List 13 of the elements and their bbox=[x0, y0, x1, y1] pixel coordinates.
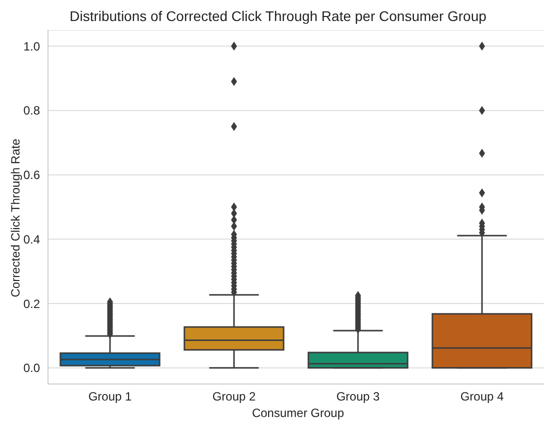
chart-title: Distributions of Corrected Click Through Rate per Consumer Group bbox=[68, 8, 488, 24]
y-tick-label: 1.0 bbox=[23, 39, 40, 54]
x-tick-label: Group 3 bbox=[336, 390, 380, 404]
y-tick-label: 0.8 bbox=[23, 104, 40, 118]
x-tick-label: Group 2 bbox=[212, 390, 256, 404]
x-axis-title: Consumer Group bbox=[250, 406, 346, 420]
x-tick-label: Group 4 bbox=[460, 390, 504, 404]
y-tick-label: 0.4 bbox=[23, 232, 40, 246]
y-tick-label: 0.6 bbox=[23, 168, 40, 182]
x-tick-label: Group 1 bbox=[88, 390, 132, 404]
y-tick-label: 0.2 bbox=[23, 296, 40, 311]
y-axis-title: Corrected Click Through Rate bbox=[8, 138, 22, 298]
y-tick-label: 0.0 bbox=[23, 361, 40, 376]
